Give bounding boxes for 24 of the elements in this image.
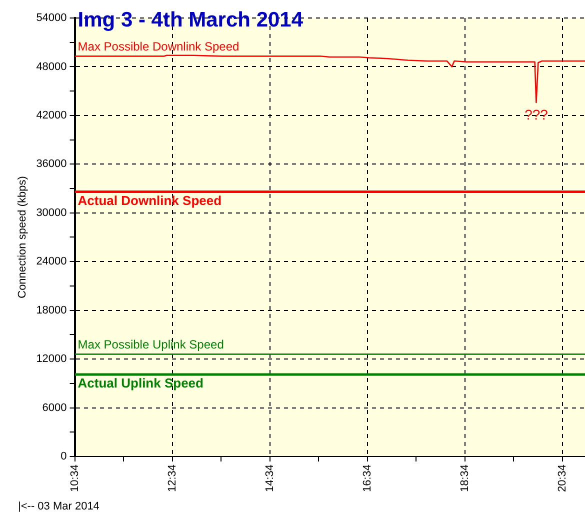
y-tick-label: 54000	[36, 12, 67, 24]
y-tick-label: 18000	[36, 304, 67, 316]
y-tick-label: 24000	[36, 256, 67, 268]
y-tick-label: 42000	[36, 109, 67, 122]
x-tick-label: 12:34	[166, 464, 178, 492]
y-tick-label: 12000	[36, 353, 67, 366]
x-tick-label: 16:34	[361, 464, 374, 492]
y-tick-label: 6000	[42, 402, 67, 414]
x-tick-label: 20:34	[556, 464, 568, 492]
y-tick-label: 48000	[36, 60, 67, 73]
series-label: Actual Downlink Speed	[78, 192, 222, 208]
x-tick-label: 18:34	[458, 464, 471, 492]
chart-title: Img 3 - 4th March 2014	[78, 8, 304, 32]
series-label: Actual Uplink Speed	[78, 376, 204, 391]
x-tick-label: 14:34	[264, 464, 276, 492]
series-label: Max Possible Downlink Speed	[78, 39, 240, 54]
x-tick-label: 10:34	[68, 464, 81, 492]
y-tick-label: 36000	[36, 158, 67, 170]
y-tick-label: 30000	[36, 206, 67, 219]
y-axis-title: Connection speed (kbps)	[16, 176, 29, 298]
series-label: Max Possible Uplink Speed	[78, 337, 224, 352]
y-tick-label: 0	[60, 450, 67, 463]
text: |<-- 03 Mar 2014	[18, 500, 100, 513]
annotation: ???	[524, 106, 548, 122]
